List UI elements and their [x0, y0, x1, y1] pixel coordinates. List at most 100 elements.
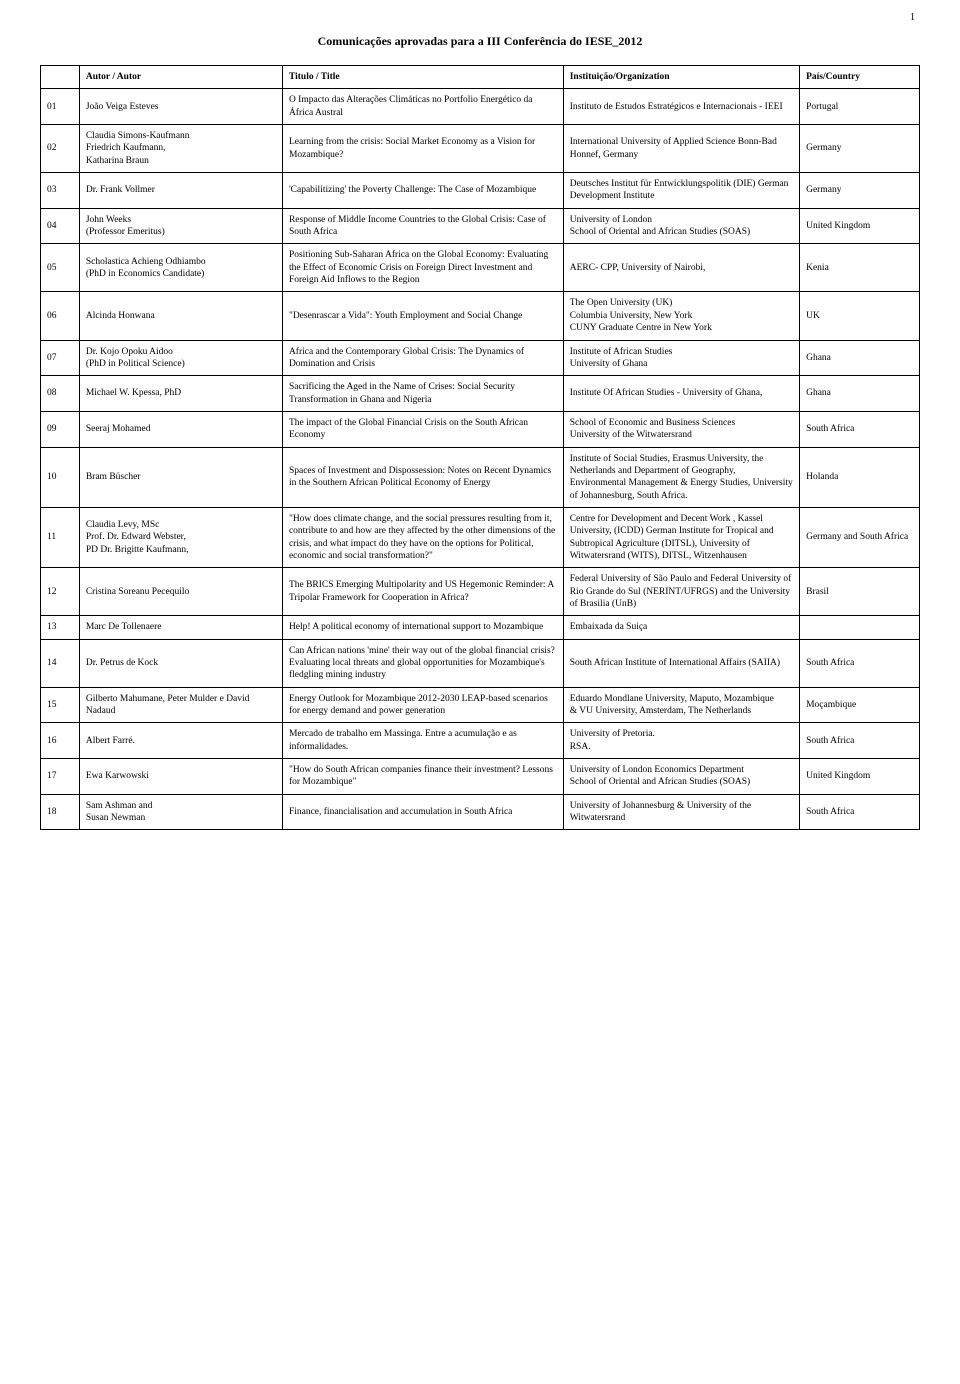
cell-title: Africa and the Contemporary Global Crisi… [282, 340, 563, 376]
cell-inst: Centre for Development and Decent Work ,… [563, 507, 799, 567]
cell-inst: University of London Economics Departmen… [563, 759, 799, 795]
cell-num: 04 [41, 208, 80, 244]
cell-country: UK [800, 292, 920, 340]
cell-author: Dr. Kojo Opoku Aidoo (PhD in Political S… [79, 340, 282, 376]
cell-inst: Institute of African Studies University … [563, 340, 799, 376]
table-row: 10Bram BüscherSpaces of Investment and D… [41, 447, 920, 507]
cell-title: Can African nations 'mine' their way out… [282, 639, 563, 687]
cell-author: Alcinda Honwana [79, 292, 282, 340]
cell-num: 14 [41, 639, 80, 687]
cell-inst: Instituto de Estudos Estratégicos e Inte… [563, 89, 799, 125]
cell-num: 05 [41, 244, 80, 292]
cell-inst: University of London School of Oriental … [563, 208, 799, 244]
cell-inst: International University of Applied Scie… [563, 125, 799, 173]
cell-num: 11 [41, 507, 80, 567]
cell-num: 13 [41, 616, 80, 639]
cell-inst: AERC- CPP, University of Nairobi, [563, 244, 799, 292]
cell-num: 07 [41, 340, 80, 376]
cell-title: The impact of the Global Financial Crisi… [282, 411, 563, 447]
cell-num: 18 [41, 794, 80, 830]
table-row: 13Marc De TollenaereHelp! A political ec… [41, 616, 920, 639]
cell-author: Sam Ashman and Susan Newman [79, 794, 282, 830]
cell-inst: Institute of Social Studies, Erasmus Uni… [563, 447, 799, 507]
cell-country: Kenia [800, 244, 920, 292]
cell-num: 15 [41, 687, 80, 723]
cell-country: Brasil [800, 568, 920, 616]
cell-inst: Deutsches Institut für Entwicklungspolit… [563, 173, 799, 209]
cell-inst: University of Pretoria. RSA. [563, 723, 799, 759]
cell-title: Energy Outlook for Mozambique 2012-2030 … [282, 687, 563, 723]
cell-title: Positioning Sub-Saharan Africa on the Gl… [282, 244, 563, 292]
cell-num: 02 [41, 125, 80, 173]
cell-title: Response of Middle Income Countries to t… [282, 208, 563, 244]
cell-author: Dr. Frank Vollmer [79, 173, 282, 209]
header-institution: Instituição/Organization [563, 66, 799, 89]
cell-country: South Africa [800, 411, 920, 447]
table-header-row: Autor / Autor Titulo / Title Instituição… [41, 66, 920, 89]
table-row: 08Michael W. Kpessa, PhDSacrificing the … [41, 376, 920, 412]
cell-country: South Africa [800, 794, 920, 830]
header-title: Titulo / Title [282, 66, 563, 89]
cell-num: 06 [41, 292, 80, 340]
cell-inst: The Open University (UK) Columbia Univer… [563, 292, 799, 340]
cell-author: Albert Farré. [79, 723, 282, 759]
cell-title: Sacrificing the Aged in the Name of Cris… [282, 376, 563, 412]
cell-title: The BRICS Emerging Multipolarity and US … [282, 568, 563, 616]
cell-num: 12 [41, 568, 80, 616]
cell-country: Holanda [800, 447, 920, 507]
cell-author: Marc De Tollenaere [79, 616, 282, 639]
table-row: 18Sam Ashman and Susan NewmanFinance, fi… [41, 794, 920, 830]
table-row: 01João Veiga EstevesO Impacto das Altera… [41, 89, 920, 125]
header-author: Autor / Autor [79, 66, 282, 89]
cell-country: Ghana [800, 376, 920, 412]
table-row: 15Gilberto Mahumane, Peter Mulder e Davi… [41, 687, 920, 723]
cell-country: Germany and South Africa [800, 507, 920, 567]
cell-title: "How does climate change, and the social… [282, 507, 563, 567]
cell-inst: Embaixada da Suiça [563, 616, 799, 639]
cell-country: Portugal [800, 89, 920, 125]
table-row: 06Alcinda Honwana"Desenrascar a Vida": Y… [41, 292, 920, 340]
cell-author: John Weeks (Professor Emeritus) [79, 208, 282, 244]
cell-title: 'Capabilitizing' the Poverty Challenge: … [282, 173, 563, 209]
cell-author: Dr. Petrus de Kock [79, 639, 282, 687]
cell-num: 17 [41, 759, 80, 795]
cell-num: 01 [41, 89, 80, 125]
cell-title: O Impacto das Alterações Climáticas no P… [282, 89, 563, 125]
cell-inst: Eduardo Mondlane University, Maputo, Moz… [563, 687, 799, 723]
cell-inst: South African Institute of International… [563, 639, 799, 687]
table-row: 09Seeraj MohamedThe impact of the Global… [41, 411, 920, 447]
main-title: Comunicações aprovadas para a III Confer… [40, 34, 920, 49]
cell-country [800, 616, 920, 639]
cell-inst: Institute Of African Studies - Universit… [563, 376, 799, 412]
table-row: 16Albert Farré.Mercado de trabalho em Ma… [41, 723, 920, 759]
cell-author: Scholastica Achieng Odhiambo (PhD in Eco… [79, 244, 282, 292]
table-row: 14Dr. Petrus de KockCan African nations … [41, 639, 920, 687]
cell-author: João Veiga Esteves [79, 89, 282, 125]
cell-num: 16 [41, 723, 80, 759]
table-row: 05Scholastica Achieng Odhiambo (PhD in E… [41, 244, 920, 292]
cell-title: Spaces of Investment and Dispossession: … [282, 447, 563, 507]
cell-title: Help! A political economy of internation… [282, 616, 563, 639]
cell-country: Germany [800, 125, 920, 173]
cell-country: South Africa [800, 723, 920, 759]
cell-inst: School of Economic and Business Sciences… [563, 411, 799, 447]
header-country: País/Country [800, 66, 920, 89]
cell-author: Gilberto Mahumane, Peter Mulder e David … [79, 687, 282, 723]
cell-author: Claudia Simons-Kaufmann Friedrich Kaufma… [79, 125, 282, 173]
cell-title: "How do South African companies finance … [282, 759, 563, 795]
table-row: 11Claudia Levy, MSc Prof. Dr. Edward Web… [41, 507, 920, 567]
cell-country: South Africa [800, 639, 920, 687]
table-row: 03Dr. Frank Vollmer'Capabilitizing' the … [41, 173, 920, 209]
cell-num: 08 [41, 376, 80, 412]
cell-author: Seeraj Mohamed [79, 411, 282, 447]
cell-title: "Desenrascar a Vida": Youth Employment a… [282, 292, 563, 340]
cell-country: Germany [800, 173, 920, 209]
page-number: 1 [910, 12, 915, 23]
cell-author: Cristina Soreanu Pecequilo [79, 568, 282, 616]
table-row: 12Cristina Soreanu PecequiloThe BRICS Em… [41, 568, 920, 616]
table-row: 04John Weeks (Professor Emeritus)Respons… [41, 208, 920, 244]
cell-title: Finance, financialisation and accumulati… [282, 794, 563, 830]
cell-num: 03 [41, 173, 80, 209]
cell-author: Bram Büscher [79, 447, 282, 507]
table-row: 17Ewa Karwowski"How do South African com… [41, 759, 920, 795]
